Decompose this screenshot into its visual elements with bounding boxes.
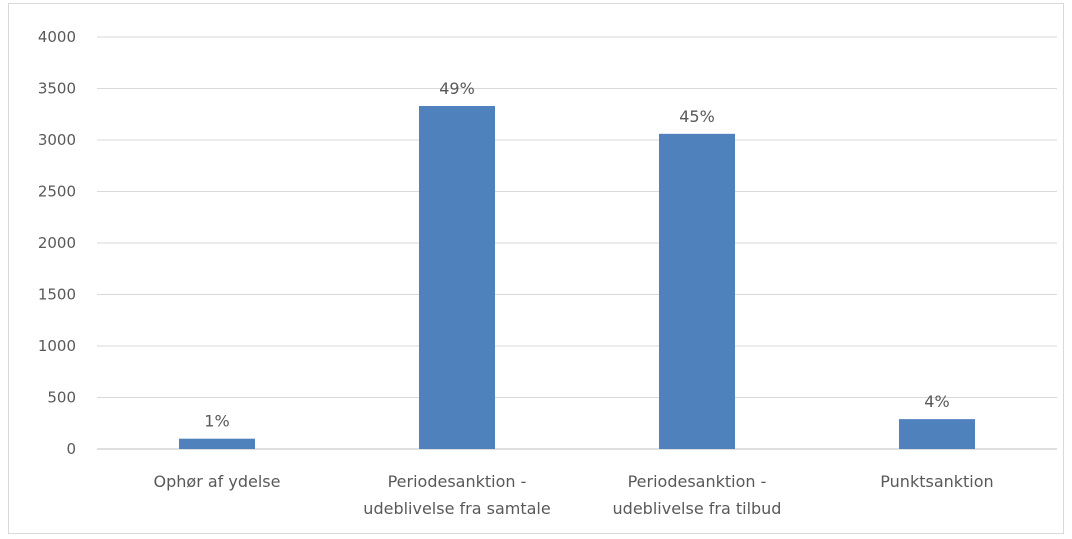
y-tick-label: 3500: [38, 80, 76, 98]
x-tick-label: Periodesanktion - udeblivelse fra tilbud: [613, 472, 782, 518]
bar: [179, 438, 255, 449]
y-tick-label: 2500: [38, 183, 76, 201]
x-tick-label-line: udeblivelse fra samtale: [363, 499, 550, 518]
data-label: 4%: [924, 392, 949, 411]
x-tick-label-line: Punktsanktion: [880, 472, 993, 491]
x-tick-label-line: Periodesanktion -: [388, 472, 527, 491]
bar: [419, 106, 495, 449]
y-tick-label: 2000: [38, 234, 76, 252]
x-tick-label: Periodesanktion - udeblivelse fra samtale: [363, 472, 550, 518]
y-tick-label: 3000: [38, 131, 76, 149]
y-tick-label: 0: [66, 440, 76, 458]
bar: [659, 133, 735, 449]
y-tick-label: 4000: [38, 28, 76, 46]
y-tick-label: 500: [47, 389, 76, 407]
y-tick-label: 1000: [38, 337, 76, 355]
data-label: 45%: [679, 107, 715, 126]
y-tick-label: 1500: [38, 286, 76, 304]
x-tick-label: Punktsanktion: [880, 472, 993, 491]
data-label: 49%: [439, 79, 475, 98]
x-tick-label-line: udeblivelse fra tilbud: [613, 499, 782, 518]
x-tick-label-line: Periodesanktion -: [628, 472, 767, 491]
x-tick-label-line: Ophør af ydelse: [154, 472, 281, 491]
x-tick-label: Ophør af ydelse: [154, 472, 281, 491]
bar: [899, 419, 975, 449]
data-label: 1%: [204, 412, 229, 431]
